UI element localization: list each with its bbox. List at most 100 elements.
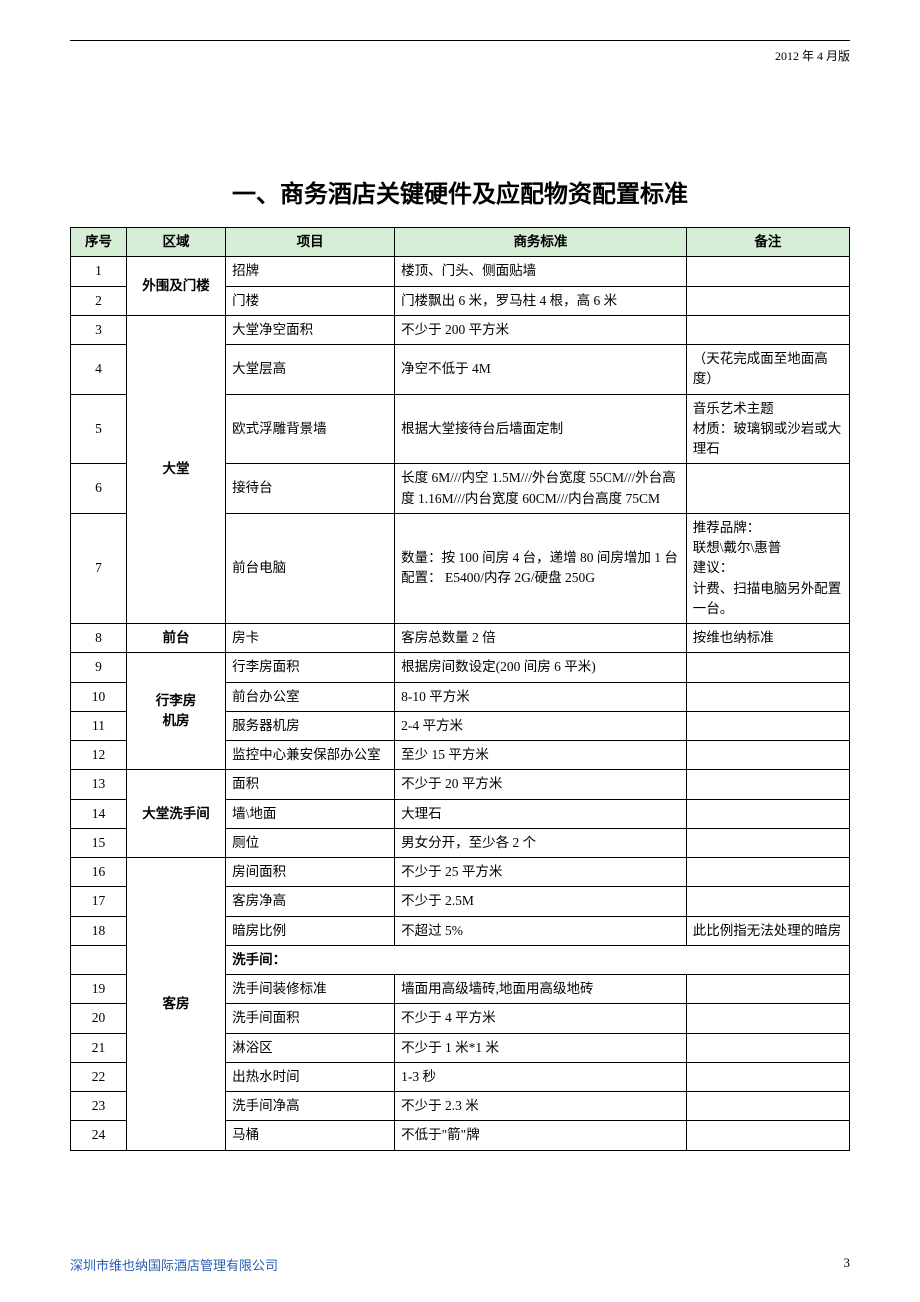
cell-standard: 不少于 20 平方米	[395, 770, 687, 799]
cell-standard: 不少于 2.5M	[395, 887, 687, 916]
cell-item: 监控中心兼安保部办公室	[226, 741, 395, 770]
cell-note	[686, 315, 849, 344]
cell-seq: 4	[71, 345, 127, 395]
cell-note	[686, 1092, 849, 1121]
cell-seq: 3	[71, 315, 127, 344]
table-row: 13大堂洗手间面积不少于 20 平方米	[71, 770, 850, 799]
cell-item: 淋浴区	[226, 1033, 395, 1062]
cell-item: 洗手间装修标准	[226, 975, 395, 1004]
cell-seq: 18	[71, 916, 127, 945]
cell-note: 音乐艺术主题材质：玻璃钢或沙岩或大理石	[686, 394, 849, 464]
cell-standard: 墙面用高级墙砖,地面用高级地砖	[395, 975, 687, 1004]
cell-note	[686, 770, 849, 799]
cell-item: 门楼	[226, 286, 395, 315]
col-note: 备注	[686, 228, 849, 257]
cell-item: 洗手间面积	[226, 1004, 395, 1033]
cell-note	[686, 1121, 849, 1150]
cell-seq: 19	[71, 975, 127, 1004]
cell-area: 前台	[126, 624, 225, 653]
cell-note	[686, 799, 849, 828]
cell-standard: 大理石	[395, 799, 687, 828]
cell-item: 招牌	[226, 257, 395, 286]
cell-standard: 净空不低于 4M	[395, 345, 687, 395]
cell-item: 面积	[226, 770, 395, 799]
cell-seq: 24	[71, 1121, 127, 1150]
cell-note	[686, 975, 849, 1004]
cell-item: 房卡	[226, 624, 395, 653]
cell-note	[686, 858, 849, 887]
cell-standard: 客房总数量 2 倍	[395, 624, 687, 653]
cell-seq: 12	[71, 741, 127, 770]
cell-item: 服务器机房	[226, 711, 395, 740]
cell-standard: 至少 15 平方米	[395, 741, 687, 770]
cell-standard: 长度 6M///内空 1.5M///外台宽度 55CM///外台高度 1.16M…	[395, 464, 687, 514]
header-date: 2012 年 4 月版	[70, 47, 850, 64]
cell-note	[686, 286, 849, 315]
cell-item: 洗手间净高	[226, 1092, 395, 1121]
cell-note	[686, 887, 849, 916]
cell-item: 出热水时间	[226, 1062, 395, 1091]
cell-note	[686, 1004, 849, 1033]
footer-company: 深圳市维也纳国际酒店管理有限公司	[70, 1255, 278, 1274]
cell-item: 前台办公室	[226, 682, 395, 711]
cell-standard: 8-10 平方米	[395, 682, 687, 711]
cell-item: 接待台	[226, 464, 395, 514]
cell-area: 客房	[126, 858, 225, 1151]
cell-item: 房间面积	[226, 858, 395, 887]
cell-seq: 8	[71, 624, 127, 653]
cell-seq: 22	[71, 1062, 127, 1091]
cell-seq: 23	[71, 1092, 127, 1121]
cell-seq: 2	[71, 286, 127, 315]
standards-table: 序号 区域 项目 商务标准 备注 1外围及门楼招牌楼顶、门头、侧面贴墙2门楼门楼…	[70, 227, 850, 1151]
cell-area: 外围及门楼	[126, 257, 225, 316]
cell-note	[686, 653, 849, 682]
cell-area: 行李房机房	[126, 653, 225, 770]
cell-item: 暗房比例	[226, 916, 395, 945]
cell-item: 墙\地面	[226, 799, 395, 828]
cell-note: 此比例指无法处理的暗房	[686, 916, 849, 945]
cell-standard: 不少于 200 平方米	[395, 315, 687, 344]
cell-seq: 7	[71, 513, 127, 623]
cell-note	[686, 741, 849, 770]
cell-item: 马桶	[226, 1121, 395, 1150]
cell-standard: 男女分开，至少各 2 个	[395, 828, 687, 857]
cell-standard: 不少于 4 平方米	[395, 1004, 687, 1033]
cell-standard: 不少于 1 米*1 米	[395, 1033, 687, 1062]
cell-seq: 6	[71, 464, 127, 514]
cell-item: 厕位	[226, 828, 395, 857]
cell-seq: 9	[71, 653, 127, 682]
cell-item: 前台电脑	[226, 513, 395, 623]
cell-seq: 5	[71, 394, 127, 464]
cell-item: 大堂层高	[226, 345, 395, 395]
cell-note	[686, 257, 849, 286]
cell-standard: 2-4 平方米	[395, 711, 687, 740]
col-seq: 序号	[71, 228, 127, 257]
cell-note	[686, 682, 849, 711]
cell-note: 按维也纳标准	[686, 624, 849, 653]
page-footer: 深圳市维也纳国际酒店管理有限公司 3	[70, 1255, 850, 1274]
cell-seq: 21	[71, 1033, 127, 1062]
cell-standard: 根据房间数设定(200 间房 6 平米)	[395, 653, 687, 682]
table-row: 3大堂大堂净空面积不少于 200 平方米	[71, 315, 850, 344]
cell-seq: 14	[71, 799, 127, 828]
section-label: 洗手间：	[226, 945, 850, 974]
cell-area: 大堂	[126, 315, 225, 623]
cell-item: 行李房面积	[226, 653, 395, 682]
cell-seq: 17	[71, 887, 127, 916]
cell-note	[686, 711, 849, 740]
cell-standard: 1-3 秒	[395, 1062, 687, 1091]
header-rule	[70, 40, 850, 41]
cell-note: 推荐品牌：联想\戴尔\惠普建议：计费、扫描电脑另外配置一台。	[686, 513, 849, 623]
col-standard: 商务标准	[395, 228, 687, 257]
col-area: 区域	[126, 228, 225, 257]
cell-standard: 门楼飘出 6 米，罗马柱 4 根，高 6 米	[395, 286, 687, 315]
cell-note: （天花完成面至地面高度）	[686, 345, 849, 395]
cell-standard: 不少于 25 平方米	[395, 858, 687, 887]
cell-seq: 10	[71, 682, 127, 711]
page-title: 一、商务酒店关键硬件及应配物资配置标准	[70, 174, 850, 209]
cell-area: 大堂洗手间	[126, 770, 225, 858]
cell-seq: 20	[71, 1004, 127, 1033]
cell-seq: 11	[71, 711, 127, 740]
table-row: 16客房房间面积不少于 25 平方米	[71, 858, 850, 887]
cell-seq: 1	[71, 257, 127, 286]
